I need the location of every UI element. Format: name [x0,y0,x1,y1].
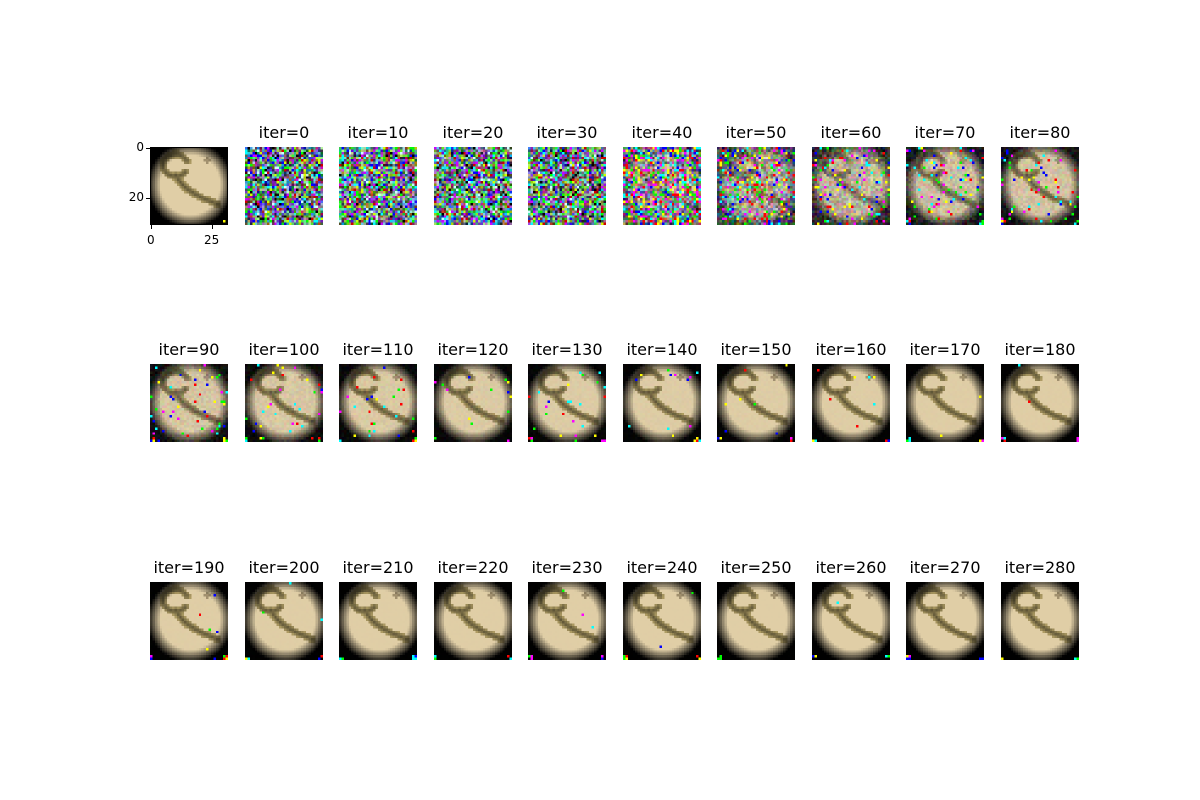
iteration-image [623,147,701,225]
iteration-title: iter=280 [1004,558,1076,577]
iteration-image [245,147,323,225]
iteration-image [717,147,795,225]
iteration-panel: iter=260 [812,558,890,660]
iteration-title: iter=190 [153,558,225,577]
iteration-panel: iter=70 [906,123,984,225]
iteration-image [812,364,890,442]
iteration-title: iter=270 [909,558,981,577]
iteration-panel: iter=60 [812,123,890,225]
iteration-image [150,364,228,442]
iteration-title: iter=120 [437,340,509,359]
iteration-panel: iter=120 [434,340,512,442]
iteration-image [717,364,795,442]
iteration-image [906,147,984,225]
iteration-panel: iter=40 [623,123,701,225]
iteration-title: iter=80 [1009,123,1071,142]
iteration-panel: iter=90 [150,340,228,442]
iteration-panel: iter=80 [1001,123,1079,225]
iteration-panel: iter=220 [434,558,512,660]
iteration-panel: iter=180 [1001,340,1079,442]
iteration-image [623,582,701,660]
iteration-panel: iter=210 [339,558,417,660]
reference-image [150,147,228,225]
iteration-panel: iter=50 [717,123,795,225]
iteration-title: iter=220 [437,558,509,577]
iteration-title: iter=230 [531,558,603,577]
iteration-image [434,147,512,225]
iteration-title: iter=20 [442,123,504,142]
iteration-image [245,582,323,660]
y-tick-label: 20 [128,190,144,204]
iteration-image [812,582,890,660]
iteration-panel: iter=100 [245,340,323,442]
iteration-panel: iter=230 [528,558,606,660]
iteration-title: iter=10 [347,123,409,142]
iteration-title: iter=150 [720,340,792,359]
iteration-image [812,147,890,225]
iteration-image [1001,147,1079,225]
iteration-panel: iter=30 [528,123,606,225]
iteration-title: iter=260 [815,558,887,577]
iteration-panel: iter=270 [906,558,984,660]
iteration-panel: iter=0 [245,123,323,225]
iteration-title: iter=170 [909,340,981,359]
iteration-title: iter=60 [820,123,882,142]
iteration-image [623,364,701,442]
iteration-title: iter=110 [342,340,414,359]
x-tick-label: 25 [204,233,220,247]
iteration-image [339,364,417,442]
iteration-panel: iter=170 [906,340,984,442]
iteration-panel: iter=280 [1001,558,1079,660]
iteration-panel: iter=10 [339,123,417,225]
iteration-image [245,364,323,442]
iteration-image [528,582,606,660]
x-tick-label: 0 [147,233,155,247]
iteration-image [339,147,417,225]
iteration-image [1001,364,1079,442]
iteration-panel: iter=190 [150,558,228,660]
y-tick-mark [146,148,150,149]
iteration-panel: iter=200 [245,558,323,660]
iteration-panel: iter=20 [434,123,512,225]
x-tick-mark [212,225,213,229]
iteration-image [1001,582,1079,660]
iteration-title: iter=40 [631,123,693,142]
iteration-panel: iter=130 [528,340,606,442]
iteration-panel: iter=240 [623,558,701,660]
iteration-image [150,582,228,660]
x-tick-mark [151,225,152,229]
iteration-title: iter=200 [248,558,320,577]
iteration-title: iter=140 [626,340,698,359]
iteration-title: iter=210 [342,558,414,577]
iteration-title: iter=180 [1004,340,1076,359]
iteration-image [434,582,512,660]
iteration-title: iter=240 [626,558,698,577]
iteration-title: iter=70 [914,123,976,142]
iteration-title: iter=160 [815,340,887,359]
iteration-title: iter=30 [536,123,598,142]
iteration-title: iter=100 [248,340,320,359]
reference-image-panel: 0 20 0 25 [129,140,228,247]
iteration-image [717,582,795,660]
iteration-panel: iter=150 [717,340,795,442]
iteration-panel: iter=160 [812,340,890,442]
iteration-panel: iter=250 [717,558,795,660]
iteration-title: iter=90 [158,340,220,359]
iteration-image [434,364,512,442]
y-tick-label: 0 [136,140,144,154]
iteration-image [528,147,606,225]
iteration-title: iter=130 [531,340,603,359]
iteration-image [339,582,417,660]
iteration-title: iter=250 [720,558,792,577]
iteration-image [906,364,984,442]
iteration-title: iter=50 [725,123,787,142]
iteration-panel: iter=110 [339,340,417,442]
y-tick-mark [146,198,150,199]
iteration-image [528,364,606,442]
iteration-title: iter=0 [258,123,310,142]
iteration-image [906,582,984,660]
iteration-panel: iter=140 [623,340,701,442]
